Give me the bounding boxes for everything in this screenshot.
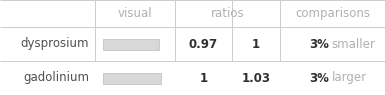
- Text: 0.97: 0.97: [189, 38, 218, 51]
- Text: 3%: 3%: [310, 38, 330, 51]
- Text: gadolinium: gadolinium: [23, 72, 89, 84]
- Bar: [103, 38, 159, 49]
- Text: 1: 1: [252, 38, 260, 51]
- Text: dysprosium: dysprosium: [20, 38, 89, 51]
- Text: larger: larger: [331, 72, 367, 84]
- Text: comparisons: comparisons: [295, 7, 370, 20]
- Text: 3%: 3%: [310, 72, 330, 84]
- Text: smaller: smaller: [331, 38, 375, 51]
- Bar: [103, 72, 161, 84]
- Text: visual: visual: [118, 7, 152, 20]
- Text: ratios: ratios: [211, 7, 244, 20]
- Text: 1: 1: [199, 72, 208, 84]
- Text: 1.03: 1.03: [241, 72, 271, 84]
